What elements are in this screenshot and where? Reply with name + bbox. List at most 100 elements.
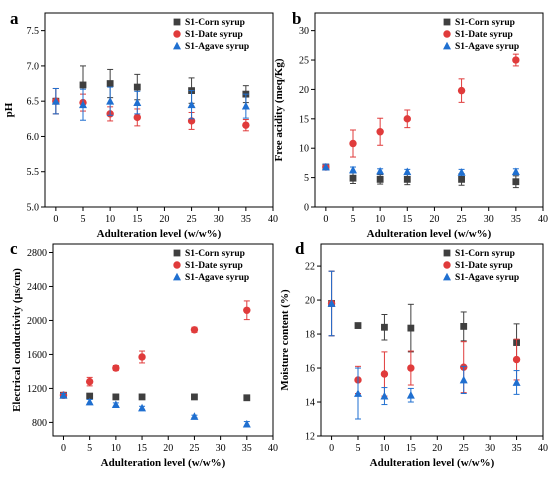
legend-label: S1-Corn syrup (455, 18, 515, 28)
legend: S1-Corn syrup S1-Date syrup S1-Agave syrup (443, 249, 519, 283)
legend-marker (173, 249, 181, 257)
data-point (403, 167, 412, 176)
legend-label: S1-Corn syrup (185, 18, 245, 28)
y-tick-label: 0 (304, 203, 309, 214)
y-tick-label: 5 (304, 173, 309, 184)
legend-label: S1-Date syrup (185, 261, 243, 271)
data-point (138, 353, 146, 361)
data-point (242, 121, 250, 129)
y-tick-label: 800 (32, 418, 47, 429)
legend-marker (173, 41, 181, 50)
x-tick-label: 5 (81, 214, 86, 225)
x-tick-label: 0 (323, 214, 328, 225)
plot-frame (314, 12, 544, 208)
x-axis-title: Adulteration level (w/w%) (367, 228, 492, 240)
data-point (190, 412, 199, 420)
data-point (79, 81, 87, 89)
legend-label: S1-Date syrup (185, 30, 243, 40)
panel-letter: a (10, 9, 19, 28)
data-point (79, 100, 87, 109)
x-tick-label: 15 (406, 443, 416, 454)
legend: S1-Corn syrup S1-Date syrup S1-Agave syrup (173, 249, 249, 283)
y-tick-label: 2400 (27, 282, 47, 293)
x-tick-label: 35 (241, 214, 251, 225)
data-point (457, 86, 466, 95)
y-axis-title: pH (3, 102, 15, 117)
data-point (511, 167, 520, 176)
x-tick-label: 0 (329, 443, 334, 454)
panel-a: 0 5 10 15 20 25 30 35 40 5.0 5.5 6.0 6.5 7.0 7.5 Adulte… (3, 9, 278, 240)
y-axis-title: Moisture content (%) (279, 289, 291, 391)
data-point (349, 165, 357, 174)
data-point (133, 83, 141, 91)
data-point (187, 100, 196, 109)
x-tick-label: 20 (429, 214, 439, 225)
data-point (190, 326, 199, 334)
data-point (243, 394, 251, 402)
x-tick-label: 15 (132, 214, 142, 225)
legend-marker (443, 261, 451, 269)
series-s1-agave-syrup (327, 270, 521, 420)
legend-marker (173, 18, 181, 26)
data-point (191, 393, 198, 401)
series-s1-date-syrup (52, 87, 250, 132)
x-tick-label: 10 (111, 443, 121, 454)
legend-label: S1-Corn syrup (455, 249, 515, 259)
data-point (459, 375, 468, 384)
series-s1-agave-syrup (321, 162, 520, 176)
x-tick-label: 40 (538, 443, 548, 454)
x-tick-label: 35 (512, 443, 522, 454)
legend: S1-Corn syrup S1-Date syrup S1-Agave syrup (443, 18, 519, 52)
x-tick-label: 0 (53, 214, 58, 225)
x-axis-title: Adulteration level (w/w%) (101, 457, 226, 469)
x-tick-label: 30 (216, 443, 226, 454)
series-s1-date-syrup (59, 300, 251, 399)
x-tick-label: 10 (379, 443, 389, 454)
x-tick-label: 10 (375, 214, 385, 225)
y-axis-title: Electrical conductivity (µs/cm) (11, 268, 23, 412)
data-point (406, 391, 415, 399)
x-tick-label: 25 (187, 214, 197, 225)
y-tick-label: 10 (299, 144, 309, 155)
data-point (380, 391, 389, 400)
data-point (133, 113, 141, 122)
data-point (85, 377, 94, 386)
y-tick-label: 22 (305, 262, 315, 273)
y-tick-label: 7.5 (27, 26, 40, 37)
y-tick-label: 30 (299, 26, 309, 37)
y-tick-label: 5.0 (27, 203, 40, 214)
x-tick-label: 40 (268, 214, 278, 225)
panel-letter: c (10, 239, 18, 258)
panel-b: 0 5 10 15 20 25 30 35 40 0 5 10 15 20 25 30 Adulteration… (273, 9, 548, 240)
panel-d: 0 5 10 15 20 25 30 35 40 12 14 16 18 20 22 Adulteration… (279, 239, 548, 469)
y-tick-label: 7.0 (27, 61, 40, 72)
data-point (460, 323, 468, 330)
x-tick-label: 30 (214, 214, 224, 225)
y-tick-label: 6.0 (27, 132, 40, 143)
x-axis-title: Adulteration level (w/w%) (370, 457, 495, 469)
legend-label: S1-Corn syrup (185, 249, 245, 259)
x-tick-label: 15 (137, 443, 147, 454)
data-point (138, 393, 146, 401)
x-tick-label: 25 (457, 214, 467, 225)
y-tick-label: 6.5 (27, 97, 40, 108)
data-point (112, 364, 120, 372)
data-point (407, 364, 415, 372)
y-tick-label: 14 (305, 398, 315, 409)
data-point (407, 324, 415, 332)
data-point (512, 378, 521, 386)
x-axis-title: Adulteration level (w/w%) (97, 228, 222, 240)
data-point (59, 391, 68, 399)
data-point (86, 392, 94, 400)
legend-marker (443, 30, 451, 38)
series-s1-corn-syrup (328, 270, 520, 362)
y-tick-label: 2000 (27, 316, 47, 327)
legend-marker (443, 41, 451, 50)
data-point (512, 178, 520, 186)
data-point (380, 370, 389, 378)
data-point (512, 355, 521, 364)
panel-letter: d (295, 239, 305, 258)
x-tick-label: 30 (485, 443, 495, 454)
y-tick-label: 1600 (27, 350, 47, 361)
data-point (354, 389, 362, 397)
